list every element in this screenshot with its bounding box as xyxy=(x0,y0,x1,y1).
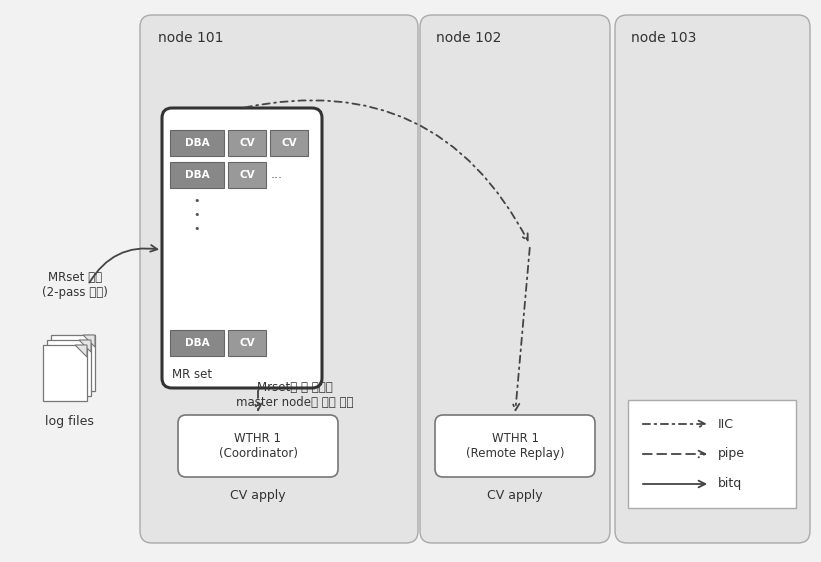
Bar xyxy=(628,400,796,508)
Text: DBA: DBA xyxy=(185,170,209,180)
Text: node 102: node 102 xyxy=(436,31,502,45)
Bar xyxy=(170,162,224,188)
Bar xyxy=(170,130,224,156)
Text: WTHR 1
(Coordinator): WTHR 1 (Coordinator) xyxy=(218,432,297,460)
FancyBboxPatch shape xyxy=(420,15,610,543)
Text: bitq: bitq xyxy=(718,478,742,491)
Text: Mrset을 각 블록의
master node에 나눠 전달: Mrset을 각 블록의 master node에 나눠 전달 xyxy=(236,381,354,409)
Text: •
•
•: • • • xyxy=(194,196,200,234)
FancyBboxPatch shape xyxy=(162,108,322,388)
Text: ...: ... xyxy=(271,169,283,182)
FancyBboxPatch shape xyxy=(435,415,595,477)
FancyBboxPatch shape xyxy=(178,415,338,477)
Bar xyxy=(43,345,87,401)
Text: MR set: MR set xyxy=(172,368,212,381)
Text: CV: CV xyxy=(239,138,255,148)
Text: log files: log files xyxy=(44,415,94,428)
Bar xyxy=(47,340,91,396)
Bar xyxy=(170,330,224,356)
Text: CV apply: CV apply xyxy=(230,488,286,501)
Bar xyxy=(228,130,266,156)
FancyBboxPatch shape xyxy=(140,15,418,543)
Polygon shape xyxy=(83,335,95,347)
Bar xyxy=(270,130,308,156)
Text: MRset 생성
(2-pass 일때): MRset 생성 (2-pass 일때) xyxy=(42,271,108,299)
Text: DBA: DBA xyxy=(185,138,209,148)
Polygon shape xyxy=(79,340,91,352)
FancyBboxPatch shape xyxy=(615,15,810,543)
Polygon shape xyxy=(75,345,87,357)
Text: CV: CV xyxy=(239,170,255,180)
Bar xyxy=(228,330,266,356)
Bar xyxy=(51,335,95,391)
Text: node 103: node 103 xyxy=(631,31,696,45)
Text: DBA: DBA xyxy=(185,338,209,348)
Bar xyxy=(228,162,266,188)
Text: CV: CV xyxy=(239,338,255,348)
Text: pipe: pipe xyxy=(718,447,745,460)
Text: WTHR 1
(Remote Replay): WTHR 1 (Remote Replay) xyxy=(466,432,564,460)
Text: CV apply: CV apply xyxy=(487,488,543,501)
Text: node 101: node 101 xyxy=(158,31,223,45)
Text: CV: CV xyxy=(281,138,297,148)
Text: IIC: IIC xyxy=(718,418,734,430)
